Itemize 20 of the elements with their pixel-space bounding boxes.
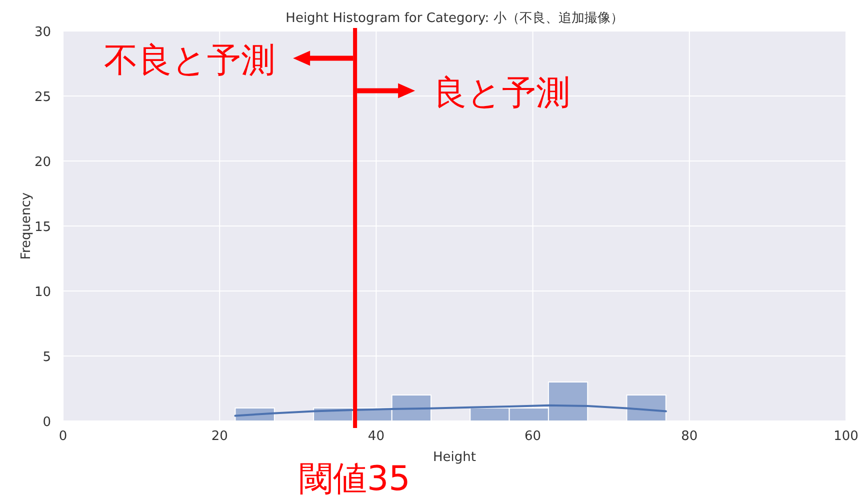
- y-axis-title: Frequency: [19, 192, 34, 260]
- x-tick-label: 60: [524, 429, 542, 444]
- y-tick-label: 20: [34, 155, 51, 170]
- annotation: 不良と予測: [104, 40, 276, 80]
- y-tick-label: 5: [42, 350, 51, 365]
- x-tick-label: 20: [211, 429, 228, 444]
- y-tick-label: 0: [42, 415, 51, 430]
- x-axis-title: Height: [433, 450, 476, 465]
- y-tick-label: 25: [34, 90, 51, 105]
- y-tick-label: 15: [34, 220, 51, 235]
- annotation: 良と予測: [433, 72, 570, 113]
- x-tick-label: 100: [834, 429, 858, 444]
- y-tick-label: 30: [34, 25, 51, 40]
- x-tick-label: 40: [368, 429, 384, 444]
- chart-title: Height Histogram for Category: 小（不良、追加撮像）: [286, 11, 624, 26]
- ref-line-label: 閾値35: [299, 459, 410, 499]
- line-series: [234, 404, 667, 417]
- x-tick-label: 0: [58, 429, 68, 444]
- y-tick-label: 10: [34, 285, 51, 300]
- x-tick-label: 80: [681, 429, 698, 444]
